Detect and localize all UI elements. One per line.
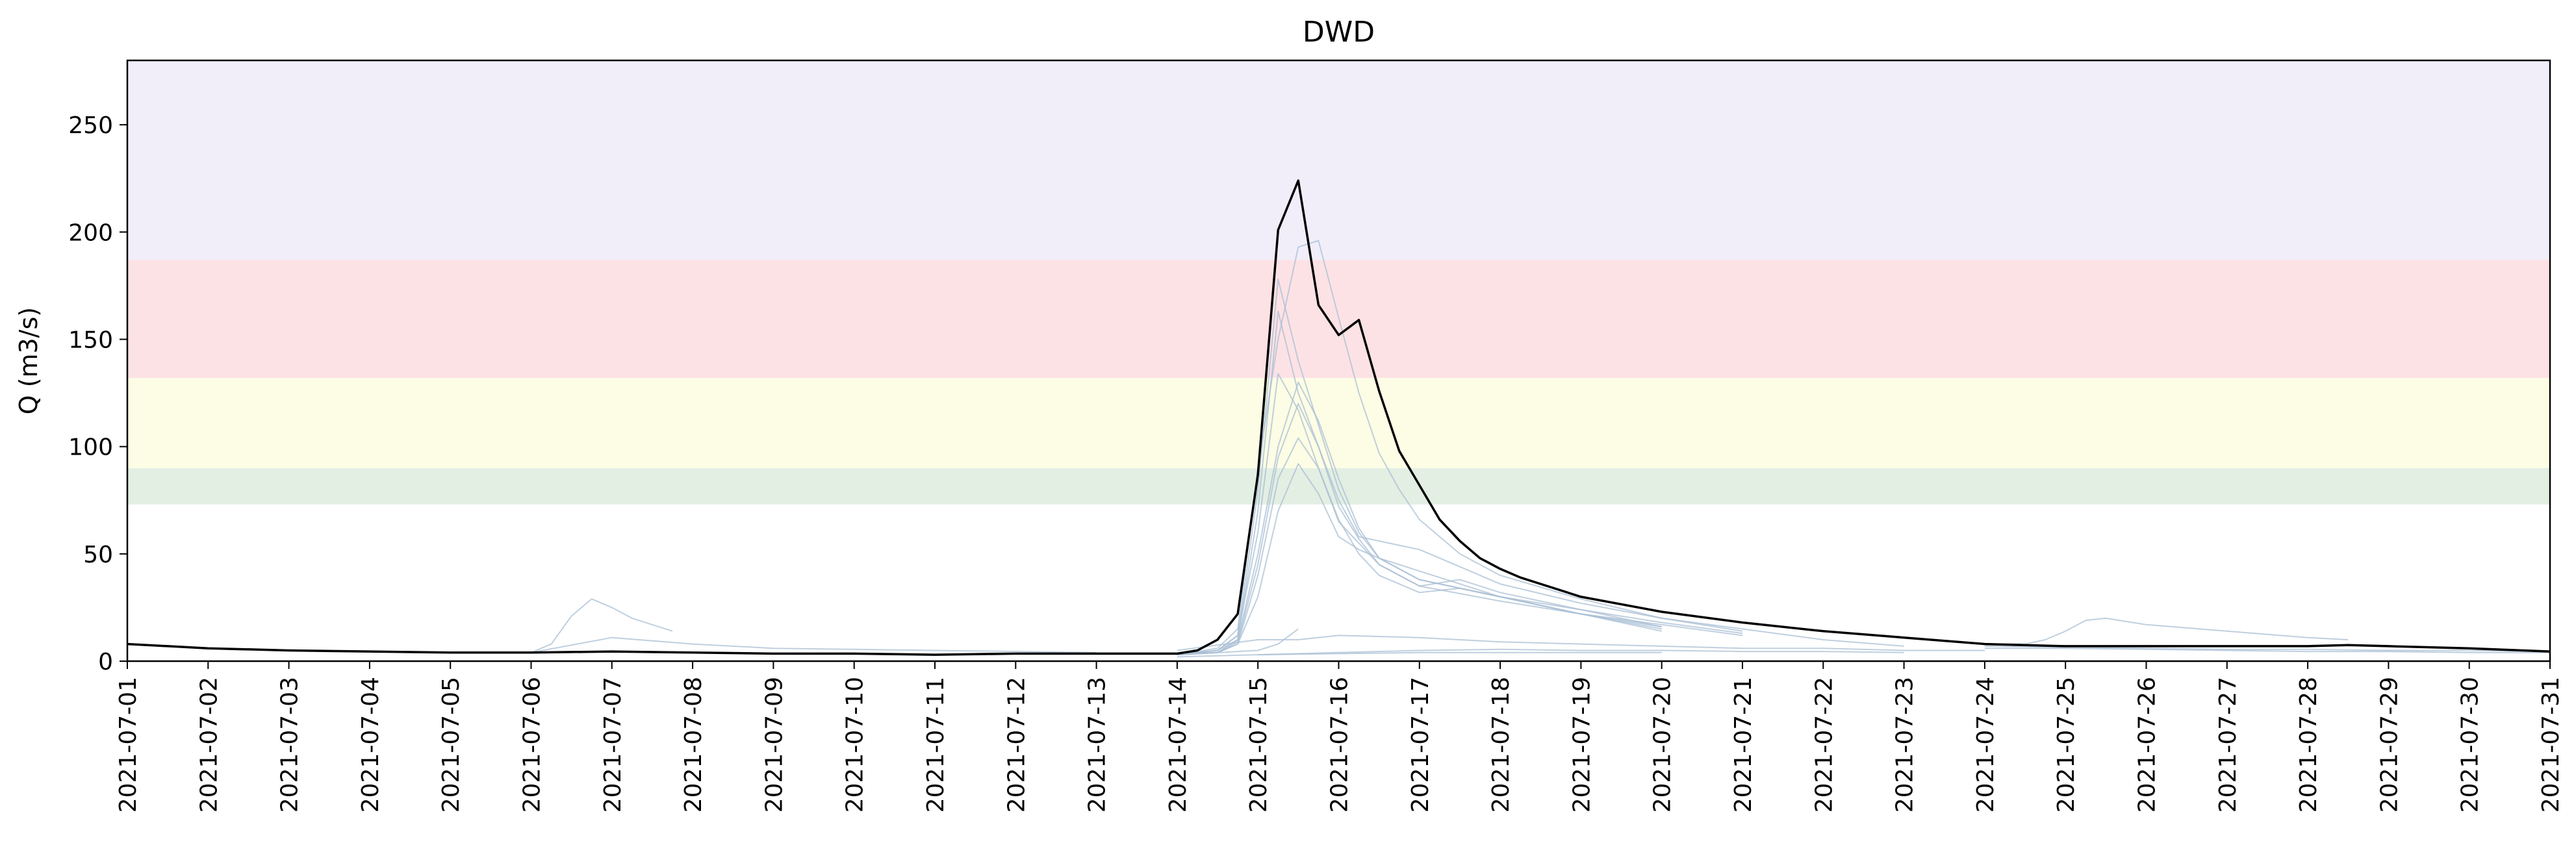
x-tick-label: 2021-07-15	[1245, 677, 1272, 812]
ensemble-member-line-1	[531, 598, 673, 653]
observed-series	[127, 179, 2551, 656]
ensemble-member-line-12	[1177, 628, 1299, 656]
ensemble-member-line-11	[1177, 635, 1985, 651]
x-tick-label: 2021-07-02	[196, 677, 222, 812]
observed-line	[127, 179, 2551, 656]
y-tick-label: 200	[68, 220, 113, 246]
y-tick-label: 150	[68, 327, 113, 353]
x-tick-label: 2021-07-01	[115, 677, 142, 812]
x-tick-label: 2021-07-08	[680, 677, 707, 812]
x-tick-label: 2021-07-17	[1407, 677, 1434, 812]
ensemble-member-line-2	[531, 636, 1097, 653]
ensemble-member-line-16	[1984, 645, 2551, 653]
threshold-band-2	[127, 377, 2550, 468]
x-tick-label: 2021-07-05	[438, 677, 465, 812]
x-tick-label: 2021-07-29	[2376, 677, 2403, 812]
x-tick-label: 2021-07-09	[761, 677, 787, 812]
y-axis: 0 50 100 150 200 250	[68, 112, 127, 675]
x-tick-label: 2021-07-14	[1165, 677, 1192, 812]
x-tick-label: 2021-07-22	[1811, 677, 1837, 812]
x-tick-label: 2021-07-18	[1488, 677, 1514, 812]
y-tick-label: 50	[83, 542, 113, 568]
x-tick-label: 2021-07-28	[2295, 677, 2322, 812]
x-tick-label: 2021-07-06	[519, 677, 546, 812]
x-tick-label: 2021-07-10	[842, 677, 869, 812]
x-tick-label: 2021-07-20	[1650, 677, 1676, 812]
threshold-band-4	[127, 60, 2550, 260]
x-tick-label: 2021-07-12	[1003, 677, 1030, 812]
ensemble-member-line-14	[1258, 648, 1904, 656]
y-tick-label: 250	[68, 112, 113, 139]
x-tick-label: 2021-07-31	[2538, 677, 2564, 812]
ensemble-member-line-13	[1177, 651, 1662, 658]
x-tick-label: 2021-07-27	[2215, 677, 2241, 812]
ensemble-member-line-8	[1177, 437, 1662, 656]
x-tick-label: 2021-07-16	[1327, 677, 1353, 812]
x-tick-label: 2021-07-03	[277, 677, 303, 812]
ensemble-member-line-4	[1177, 279, 1743, 656]
y-axis-label: Q (m3/s)	[14, 307, 43, 414]
y-tick-label: 100	[68, 434, 113, 461]
x-tick-label: 2021-07-26	[2134, 677, 2161, 812]
x-tick-label: 2021-07-19	[1568, 677, 1595, 812]
ensemble-member-line-9	[1177, 463, 1662, 656]
y-tick-label: 0	[98, 649, 113, 675]
x-tick-label: 2021-07-21	[1730, 677, 1757, 812]
ensemble-member-line-10	[1177, 403, 1743, 656]
ensemble-member-line-17	[1984, 648, 2550, 653]
x-tick-label: 2021-07-13	[1084, 677, 1111, 812]
x-tick-label: 2021-07-04	[357, 677, 384, 812]
x-tick-label: 2021-07-23	[1892, 677, 1919, 812]
x-tick-label: 2021-07-07	[600, 677, 626, 812]
x-tick-label: 2021-07-30	[2457, 677, 2484, 812]
x-tick-label: 2021-07-24	[1972, 677, 1999, 812]
x-tick-label: 2021-07-11	[923, 677, 949, 812]
threshold-bands	[127, 60, 2550, 505]
chart-title: DWD	[1303, 16, 1375, 49]
x-axis: 2021-07-01 2021-07-02 2021-07-03 2021-07-04…	[115, 661, 2564, 812]
ensemble-series	[531, 240, 2551, 658]
ensemble-member-line-15	[1984, 617, 2349, 645]
x-tick-label: 2021-07-25	[2053, 677, 2080, 812]
